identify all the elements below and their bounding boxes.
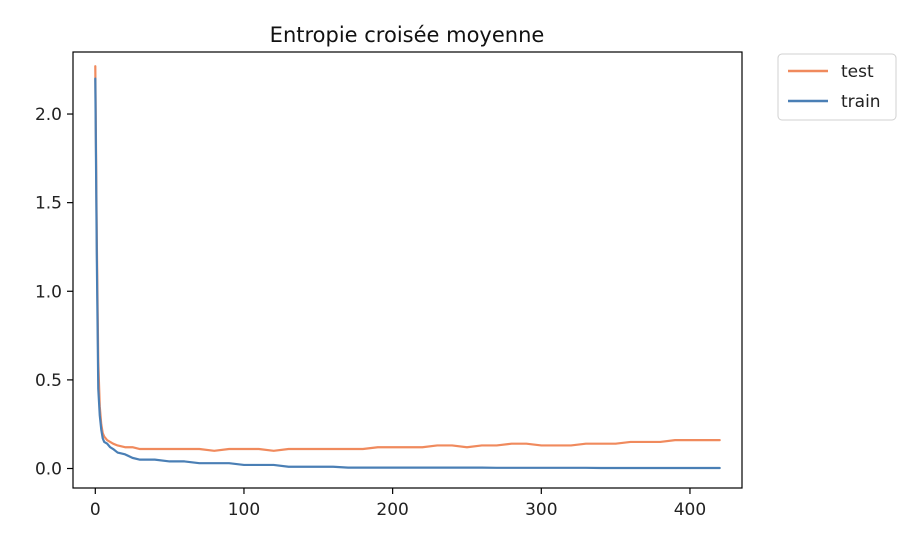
y-tick-label: 1.5 [35, 194, 62, 214]
plot-area [94, 65, 721, 470]
legend: test train [777, 53, 897, 121]
series-line-train [94, 77, 721, 470]
x-tick-label: 200 [376, 500, 408, 520]
series-line-test [94, 65, 721, 452]
legend-label-train: train [841, 92, 881, 112]
x-tick-label: 100 [228, 500, 260, 520]
y-tick-label: 2.0 [35, 105, 62, 125]
legend-label-test: test [841, 62, 874, 82]
y-tick-label: 0.5 [35, 371, 62, 391]
x-tick-label: 400 [674, 500, 706, 520]
y-tick-label: 0.0 [35, 460, 62, 480]
x-tick-label: 0 [90, 500, 101, 520]
axes-frame [72, 51, 743, 489]
y-tick-label: 1.0 [35, 282, 62, 302]
axes: 0 100 200 300 400 0.0 0.5 1.0 1.5 2.0 [35, 51, 743, 520]
chart-title: Entropie croisée moyenne [270, 23, 545, 47]
x-tick-label: 300 [525, 500, 557, 520]
